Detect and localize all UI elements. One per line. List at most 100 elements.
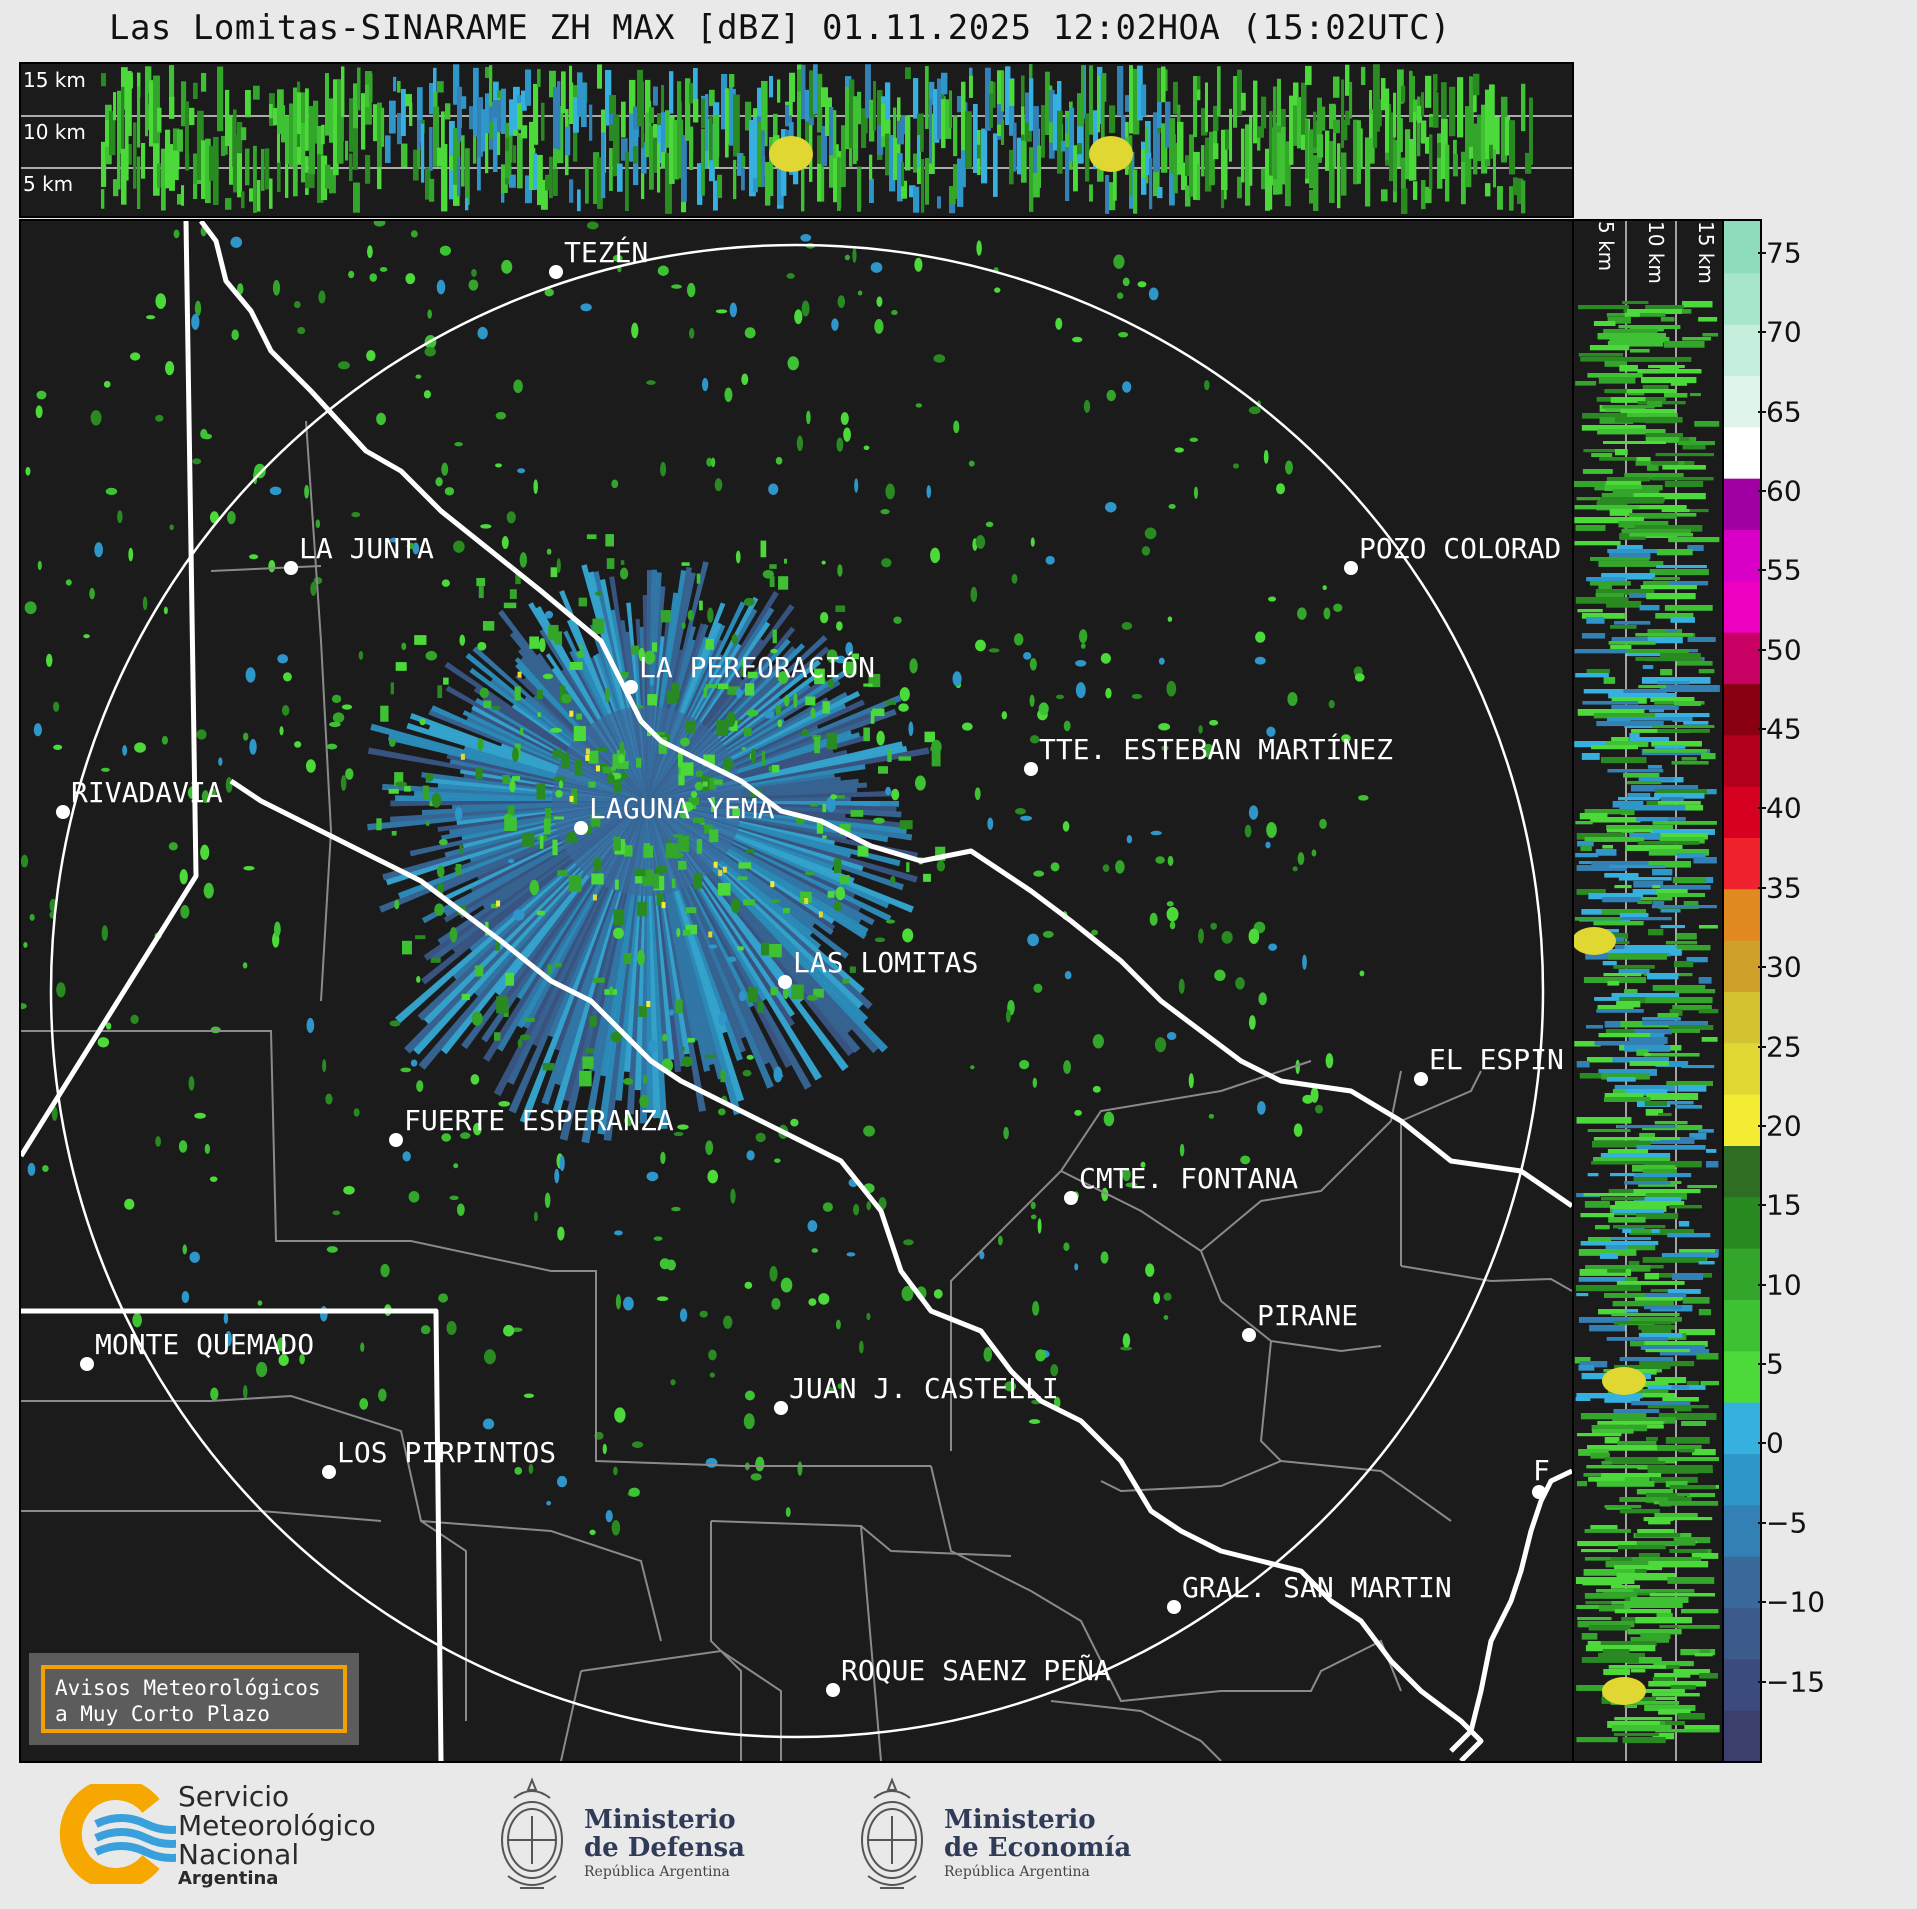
- colorbar-segment: [1724, 1401, 1760, 1454]
- city-marker: [284, 561, 298, 575]
- colorbar-tick-mark: [1758, 410, 1766, 413]
- page-title: Las Lomitas-SINARAME ZH MAX [dBZ] 01.11.…: [108, 8, 1452, 48]
- colorbar-segment: [1724, 888, 1760, 941]
- province-boundaries: [21, 221, 1572, 1761]
- city-label: LA JUNTA: [299, 532, 434, 565]
- city-marker: [549, 265, 563, 279]
- city-marker: [1414, 1072, 1428, 1086]
- city-label: RIVADAVIA: [71, 776, 223, 809]
- colorbar-segment: [1724, 1658, 1760, 1711]
- top-cross-section-echoes: [21, 64, 1572, 214]
- colorbar-tick-label: 35: [1766, 871, 1802, 905]
- colorbar-tick-mark: [1758, 648, 1766, 651]
- colorbar-segment: [1724, 939, 1760, 992]
- colorbar-tick-mark: [1758, 1363, 1766, 1366]
- smn-line-3: Nacional: [178, 1838, 300, 1871]
- colorbar-tick-mark: [1758, 1442, 1766, 1445]
- side-altitude-label-5: 5 km: [1594, 221, 1618, 272]
- colorbar-segment: [1724, 1709, 1760, 1761]
- colorbar-gradient: [1724, 221, 1760, 1761]
- colorbar-tick-label: 60: [1766, 474, 1802, 508]
- city-label: FUERTE ESPERANZA: [404, 1104, 674, 1137]
- radar-echo-layer: [21, 221, 1369, 1536]
- colorbar-tick-label: 50: [1766, 633, 1802, 667]
- city-label: POZO COLORAD: [1359, 532, 1562, 565]
- colorbar-tick-label: 65: [1766, 395, 1802, 428]
- colorbar-segment: [1724, 1145, 1760, 1198]
- colorbar-tick-mark: [1758, 331, 1766, 334]
- city-marker: [778, 975, 792, 989]
- city-marker: [1532, 1485, 1546, 1499]
- colorbar-segment: [1724, 837, 1760, 890]
- colorbar-segment: [1724, 477, 1760, 530]
- colorbar-segment: [1724, 785, 1760, 838]
- colorbar-tick-mark: [1758, 966, 1766, 969]
- dbz-colorbar: [1722, 219, 1762, 1763]
- colorbar-tick-label: 25: [1766, 1030, 1802, 1064]
- colorbar-segment: [1724, 1196, 1760, 1249]
- colorbar-tick-mark: [1758, 1680, 1766, 1683]
- economia-line-3: República Argentina: [944, 1864, 1090, 1880]
- colorbar-tick-label: 0: [1766, 1426, 1784, 1460]
- economia-line-1: Ministerio: [944, 1805, 1096, 1835]
- city-label: MONTE QUEMADO: [95, 1328, 315, 1361]
- city-marker: [1242, 1328, 1256, 1342]
- colorbar-tick-label: −5: [1766, 1506, 1808, 1540]
- city-label: LOS PIRPINTOS: [337, 1436, 557, 1469]
- alert-line-1: Avisos Meteorológicos: [55, 1676, 321, 1700]
- colorbar-tick-mark: [1758, 569, 1766, 572]
- city-marker: [1167, 1600, 1181, 1614]
- city-marker: [322, 1465, 336, 1479]
- side-altitude-label-10: 10 km: [1644, 221, 1668, 284]
- city-label: LA PERFORACIÓN: [639, 651, 876, 684]
- colorbar-tick-label: 45: [1766, 712, 1802, 746]
- colorbar-tick-label: 75: [1766, 236, 1802, 270]
- radar-range-ring: [49, 243, 1545, 1739]
- colorbar-segment: [1724, 323, 1760, 376]
- colorbar-segment: [1724, 580, 1760, 633]
- side-altitude-label-15: 15 km: [1694, 221, 1718, 284]
- colorbar-tick-mark: [1758, 489, 1766, 492]
- city-marker: [389, 1133, 403, 1147]
- side-cross-section-echoes: [1574, 221, 1720, 1761]
- colorbar-tick-mark: [1758, 728, 1766, 731]
- colorbar-tick-mark: [1758, 807, 1766, 810]
- colorbar-tick-mark: [1758, 1601, 1766, 1604]
- smn-line-4: Argentina: [178, 1868, 279, 1889]
- colorbar-tick-label: 55: [1766, 553, 1802, 587]
- city-marker: [80, 1357, 94, 1371]
- colorbar-segment: [1724, 529, 1760, 582]
- city-marker: [56, 805, 70, 819]
- radar-map[interactable]: TEZÉN LA JUNTA POZO COLORAD LA PERFORACIÓN T…: [19, 219, 1574, 1763]
- colorbar-segment: [1724, 1299, 1760, 1352]
- city-label: EL ESPIN: [1429, 1043, 1564, 1076]
- colorbar-segment: [1724, 1350, 1760, 1403]
- city-label: JUAN J. CASTELLI: [789, 1372, 1059, 1405]
- colorbar-segment: [1724, 375, 1760, 428]
- colorbar-segment: [1724, 426, 1760, 479]
- colorbar-segment: [1724, 991, 1760, 1044]
- colorbar-segment: [1724, 221, 1760, 274]
- colorbar-segment: [1724, 1042, 1760, 1095]
- colorbar-tick-label: 30: [1766, 950, 1802, 984]
- city-marker: [624, 680, 638, 694]
- city-label: F: [1533, 1454, 1550, 1487]
- colorbar-tick-mark: [1758, 1204, 1766, 1207]
- economia-line-2: de Economía: [944, 1833, 1132, 1863]
- city-label: ROQUE SAENZ PEÑA: [841, 1654, 1111, 1687]
- argentina-coat-of-arms-icon: [501, 1777, 563, 1889]
- colorbar-tick-label: 40: [1766, 791, 1802, 825]
- city-marker: [774, 1401, 788, 1415]
- alert-box[interactable]: Avisos Meteorológicos a Muy Corto Plazo: [29, 1653, 359, 1745]
- city-label: PIRANE: [1257, 1299, 1359, 1332]
- top-altitude-label-10: 10 km: [23, 120, 86, 144]
- colorbar-tick-mark: [1758, 1124, 1766, 1127]
- colorbar-tick-label: 10: [1766, 1268, 1802, 1302]
- colorbar-segment: [1724, 1093, 1760, 1146]
- city-label: TTE. ESTEBAN MARTÍNEZ: [1039, 733, 1394, 766]
- colorbar-segment: [1724, 1607, 1760, 1660]
- city-label: CMTE. FONTANA: [1079, 1162, 1299, 1195]
- top-cross-section-panel: 15 km 10 km 5 km: [19, 62, 1574, 218]
- city-marker: [1064, 1191, 1078, 1205]
- colorbar-segment: [1724, 1247, 1760, 1300]
